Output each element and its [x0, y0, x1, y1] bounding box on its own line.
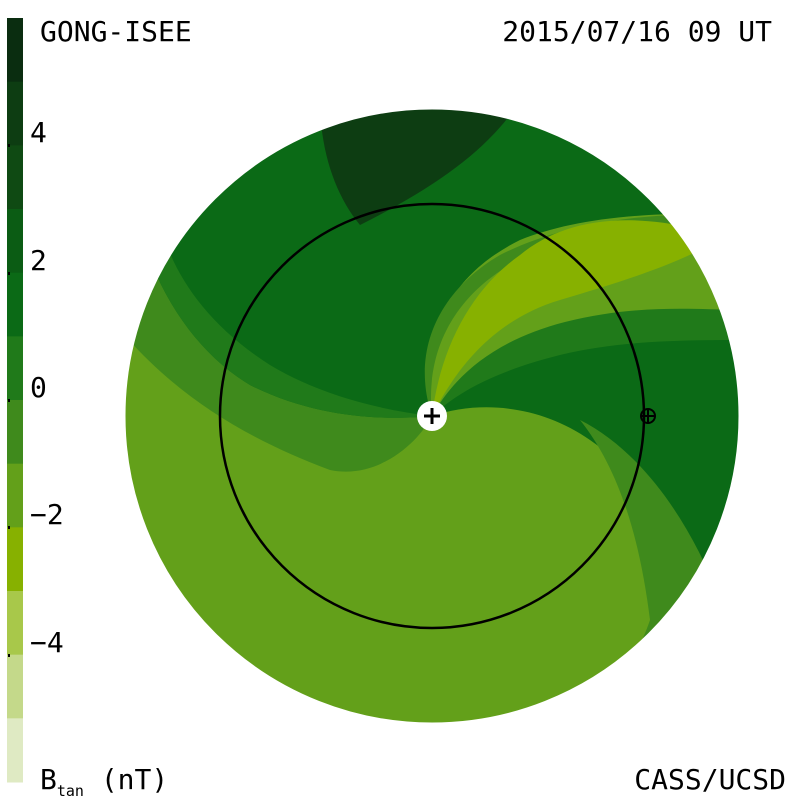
source-label: GONG-ISEE: [40, 15, 192, 48]
colorbar-tick-label: −4: [30, 625, 64, 659]
region-positive-band: [140, 230, 432, 418]
region-outer-left-band: [125, 220, 432, 472]
quantity-symbol: B: [40, 763, 57, 796]
colorbar-tick-label: −2: [30, 498, 64, 532]
region-positive-strong: [320, 109, 520, 225]
colorbar-level-2: [7, 145, 23, 210]
credit-label: CASS/UCSD: [634, 763, 786, 796]
colorbar-level-0: [7, 18, 23, 83]
colorbar-level-4: [7, 272, 23, 337]
colorbar-level-3: [7, 209, 23, 274]
colorbar-level-8: [7, 527, 23, 592]
colorbar-level-10: [7, 654, 23, 719]
colorbar-level-7: [7, 463, 23, 528]
earth-marker: [640, 408, 656, 424]
colorbar-tick-label: 2: [30, 243, 47, 277]
colorbar-level-1: [7, 81, 23, 146]
colorbar: [7, 18, 23, 783]
region-positive-north: [125, 109, 739, 418]
datetime-label: 2015/07/16 09 UT: [502, 15, 772, 48]
region-negative-tongue-inner: [432, 220, 700, 416]
colorbar-unit-label: Btan (nT): [40, 763, 169, 799]
colorbar-level-5: [7, 336, 23, 401]
colorbar-tick-label: 4: [30, 116, 47, 150]
colorbar-tick-mark: [8, 526, 10, 530]
colorbar-level-9: [7, 591, 23, 656]
colorbar-level-6: [7, 400, 23, 465]
units-label: (nT): [100, 763, 169, 796]
colorbar-level-11: [7, 718, 23, 783]
colorbar-tick-mark: [8, 271, 10, 275]
quantity-subscript: tan: [56, 782, 84, 800]
sun-marker: [417, 401, 447, 431]
colorbar-tick-mark: [8, 653, 10, 657]
colorbar-tick-mark: [8, 144, 10, 148]
colorbar-tick-mark: [8, 399, 10, 402]
colorbar-tick-label: 0: [30, 371, 47, 404]
